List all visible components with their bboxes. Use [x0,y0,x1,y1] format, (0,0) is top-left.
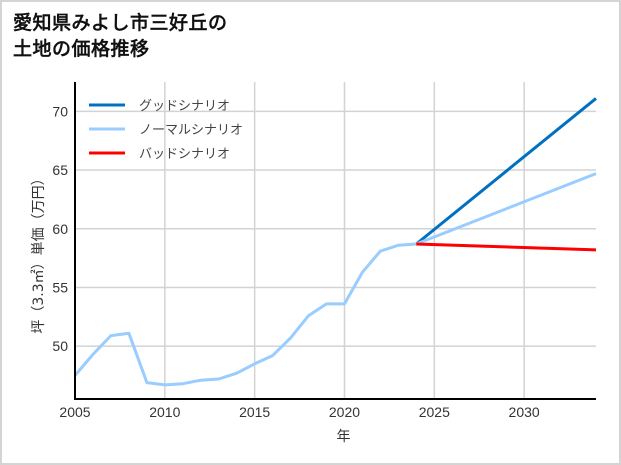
y-tick-label: 65 [52,162,68,178]
y-tick-label: 55 [52,279,68,295]
x-axis-label: 年 [336,429,350,445]
y-tick-label: 50 [52,338,68,354]
legend-label-0: グッドシナリオ [139,99,230,114]
chart-title: 愛知県みよし市三好丘の 土地の価格推移 [13,10,228,62]
x-tick-label: 2015 [239,404,270,420]
chart-title-line-2: 土地の価格推移 [13,38,150,60]
x-tick-label: 2030 [509,404,540,420]
y-tick-label: 70 [52,103,68,119]
series-line-1 [73,172,597,387]
x-tick-label: 2025 [419,404,450,420]
x-tick-label: 2005 [59,404,90,420]
y-axis-label: 坪（3.3㎡）単価（万円） [31,171,47,333]
legend-label-2: バッドシナリオ [139,147,230,162]
legend-label-1: ノーマルシナリオ [139,123,243,138]
chart-title-line-1: 愛知県みよし市三好丘の [13,12,228,34]
x-tick-label: 2020 [329,404,360,420]
y-tick-label: 60 [52,221,68,237]
series-line-0 [415,97,597,246]
series-line-2 [416,242,597,252]
x-tick-label: 2010 [149,404,180,420]
